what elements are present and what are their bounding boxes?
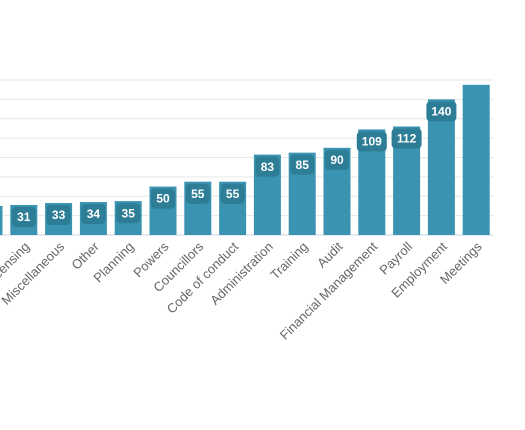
value-label-box: [185, 183, 210, 204]
value-label-box: [81, 204, 106, 225]
value-label: 90: [330, 153, 344, 167]
x-tick-label: Administration: [207, 239, 276, 308]
x-tick-label: Audit: [314, 239, 346, 271]
value-label-box: [290, 154, 315, 175]
value-label: 33: [52, 208, 66, 222]
bar: [427, 99, 455, 235]
value-label: 140: [431, 105, 451, 119]
value-label: 55: [226, 187, 240, 201]
value-label-box: [255, 156, 280, 177]
value-label: 112: [397, 132, 417, 146]
value-label-box: [391, 128, 422, 149]
x-tick-label: Training: [267, 239, 310, 282]
value-label-box: [46, 205, 71, 226]
value-label: 34: [87, 207, 101, 221]
value-label-box: [426, 101, 457, 122]
value-label: 85: [296, 158, 310, 172]
value-label-box: [151, 188, 175, 209]
value-label-box: [11, 206, 36, 227]
value-label-box: [325, 149, 349, 170]
value-label-box: [116, 203, 141, 224]
value-label: 109: [362, 135, 382, 149]
value-label-box: [220, 183, 245, 204]
value-label: 83: [261, 160, 275, 174]
value-label: 50: [156, 192, 170, 206]
bar: [462, 84, 490, 235]
value-label: 31: [17, 210, 31, 224]
x-tick-label: Miscellaneous: [0, 239, 68, 308]
value-label-box: [356, 131, 387, 152]
value-label: 35: [122, 206, 136, 220]
bar: [0, 205, 3, 235]
value-label: 55: [191, 187, 205, 201]
